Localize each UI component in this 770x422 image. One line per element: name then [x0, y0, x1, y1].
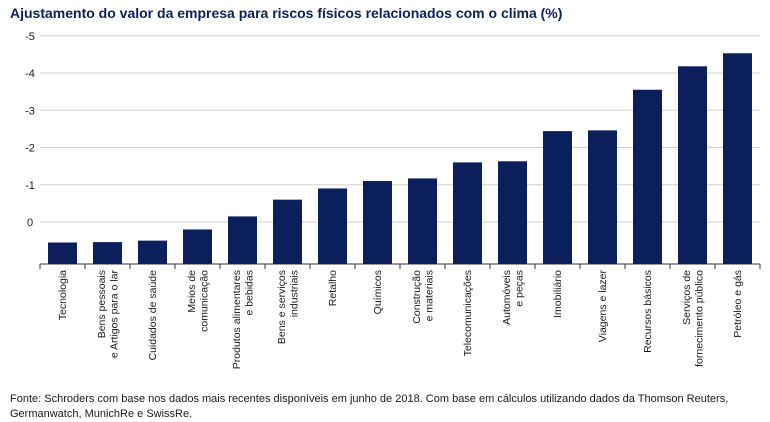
x-category-label: Bens e serviços [276, 270, 288, 344]
bar-chart: -5 -4 -3 -2 -1 0 Tecnologia Bens pessoais e Arti… [25, 31, 761, 369]
bar [678, 66, 707, 264]
x-category-label: Tecnologia [57, 270, 69, 320]
x-category-label: e materiais [423, 270, 435, 321]
x-category-label: e Artigos para o lar [108, 270, 120, 359]
bar [138, 240, 167, 264]
x-category-label: Retalho [327, 270, 339, 306]
x-category-label: e peças [513, 270, 525, 307]
bar [363, 181, 392, 264]
x-category-label: Construção [411, 270, 423, 324]
bar [543, 131, 572, 264]
y-tick-label: -2 [25, 143, 35, 155]
bar [453, 162, 482, 264]
y-tick-label: -3 [25, 105, 35, 117]
x-category-label: Telecomunicações [462, 270, 474, 356]
y-tick-label: -1 [25, 180, 35, 192]
x-category-label: e bebidas [243, 270, 255, 316]
bar [93, 242, 122, 264]
y-tick-label: 0 [27, 217, 33, 229]
bar [318, 188, 347, 264]
source-note: Fonte: Schroders com base nos dados mais… [10, 393, 729, 420]
x-category-label: Produtos alimentares [231, 270, 243, 369]
bar [723, 53, 752, 264]
bar [408, 178, 437, 264]
x-category-label: Químicos [372, 270, 384, 314]
x-category-label: Automóveis [501, 270, 513, 325]
bar [498, 161, 527, 264]
bar [273, 199, 302, 264]
bar [633, 89, 662, 264]
x-category-label: Bens pessoais [96, 270, 108, 338]
y-tick-label: -4 [25, 68, 35, 80]
x-category-label: Recursos básicos [642, 270, 654, 353]
bar [183, 229, 212, 264]
bar [228, 216, 257, 264]
bar [588, 130, 617, 264]
x-category-label: Serviços de [681, 270, 693, 325]
y-tick-label: -5 [25, 31, 35, 43]
x-category-label: fornecimento público [693, 270, 705, 367]
x-category-label: industriais [288, 270, 300, 317]
chart-title: Ajustamento do valor da empresa para ris… [10, 5, 563, 21]
bar [48, 242, 77, 264]
x-category-label: Meios de [186, 270, 198, 313]
x-category-label: Petróleo e gás [732, 270, 744, 338]
x-category-label: Cuidados de saúde [147, 270, 159, 361]
x-category-label: Viagens e lazer [597, 269, 609, 342]
x-category-label: comunicação [198, 270, 210, 332]
x-category-label: Imobiliário [552, 270, 564, 318]
